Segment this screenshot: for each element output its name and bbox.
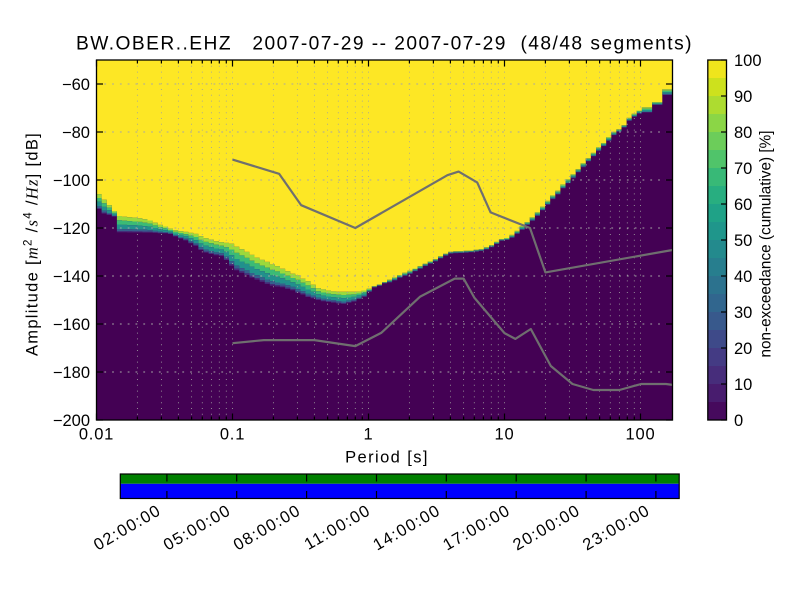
svg-text:10: 10 (495, 425, 515, 443)
svg-text:BW.OBER..EHZ 2007-07-29 -- 2: BW.OBER..EHZ 2007-07-29 -- 2007-07-29 (4… (76, 34, 693, 55)
svg-text:05:00:00: 05:00:00 (161, 501, 235, 554)
svg-text:Amplitude [m2 /s4 /Hz] [dB]: Amplitude [m2 /s4 /Hz] [dB] (23, 132, 42, 356)
svg-text:30: 30 (734, 304, 752, 322)
svg-text:0.1: 0.1 (220, 425, 245, 443)
svg-text:60: 60 (734, 196, 752, 214)
svg-text:20: 20 (734, 340, 752, 358)
svg-text:20:00:00: 20:00:00 (510, 501, 584, 554)
svg-text:−180: −180 (53, 364, 90, 382)
svg-text:70: 70 (734, 160, 752, 178)
svg-text:40: 40 (734, 268, 752, 286)
svg-text:Period [s]: Period [s] (345, 449, 429, 467)
svg-text:90: 90 (734, 88, 752, 106)
svg-text:10: 10 (734, 376, 752, 394)
svg-text:100: 100 (626, 425, 656, 443)
svg-text:14:00:00: 14:00:00 (370, 501, 444, 554)
svg-text:0: 0 (734, 412, 743, 430)
svg-text:02:00:00: 02:00:00 (91, 501, 165, 554)
svg-text:−60: −60 (62, 76, 90, 94)
svg-text:−200: −200 (53, 412, 90, 430)
svg-text:1: 1 (364, 425, 374, 443)
svg-text:−100: −100 (53, 172, 90, 190)
svg-text:08:00:00: 08:00:00 (230, 501, 304, 554)
svg-text:80: 80 (734, 124, 752, 142)
svg-text:100: 100 (734, 52, 762, 70)
svg-text:0.01: 0.01 (79, 425, 114, 443)
svg-text:−80: −80 (62, 124, 90, 142)
svg-text:11:00:00: 11:00:00 (301, 501, 374, 553)
svg-text:non-exceedance (cumulative) [%: non-exceedance (cumulative) [%] (758, 130, 775, 357)
svg-text:23:00:00: 23:00:00 (580, 501, 654, 554)
svg-text:−160: −160 (53, 316, 90, 334)
svg-text:−140: −140 (53, 268, 90, 286)
svg-text:−120: −120 (53, 220, 90, 238)
svg-text:50: 50 (734, 232, 752, 250)
svg-text:17:00:00: 17:00:00 (440, 501, 514, 554)
